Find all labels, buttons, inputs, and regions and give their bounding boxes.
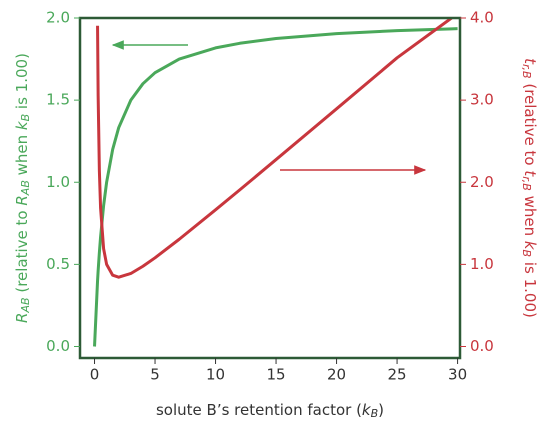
y-tick-label: 2.0	[46, 9, 70, 27]
x-tick-label: 10	[206, 366, 225, 384]
x-tick-label: 5	[150, 366, 160, 384]
x-tick-label: 30	[448, 366, 467, 384]
plot-lines	[93, 18, 458, 347]
series-line	[93, 27, 458, 347]
y2-tick-label: 4.0	[470, 9, 494, 27]
y2-tick-label: 0.0	[470, 337, 494, 355]
y2-tick-label: 1.0	[470, 255, 494, 273]
y-tick-label: 0.5	[46, 255, 70, 273]
y2-tick-label: 2.0	[470, 173, 494, 191]
y-tick-label: 1.5	[46, 91, 70, 109]
x-tick-label: 20	[327, 366, 346, 384]
x-tick-label: 0	[90, 366, 100, 384]
y2-axis-label: tr,B (relative to tr,B when kB is 1.00)	[520, 58, 540, 318]
x-axis-label: solute B’s retention factor (kB)	[156, 401, 384, 421]
x-tick-label: 25	[388, 366, 407, 384]
y-tick-label: 0.0	[46, 337, 70, 355]
plot-frame	[78, 16, 462, 360]
x-tick-label: 15	[267, 366, 286, 384]
y2-tick-label: 3.0	[470, 91, 494, 109]
y-axis-label: RAB (relative to RAB when kB is 1.00)	[13, 53, 33, 323]
y-tick-label: 1.0	[46, 173, 70, 191]
series-line	[96, 18, 453, 279]
